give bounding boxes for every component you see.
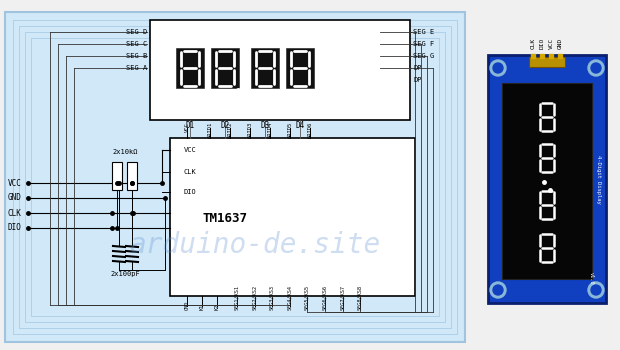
Text: K1: K1 (200, 304, 205, 310)
Text: VCC: VCC (549, 38, 554, 49)
Text: SEG A: SEG A (126, 65, 147, 71)
Text: GRID1: GRID1 (208, 122, 213, 138)
Text: 2x100pF: 2x100pF (110, 271, 140, 277)
Text: GND: GND (185, 301, 190, 310)
Bar (19, 26, 451, 328)
Text: 2x10kΩ: 2x10kΩ (112, 149, 138, 155)
Text: 4-Digit Display: 4-Digit Display (596, 155, 601, 203)
Circle shape (490, 282, 506, 298)
Text: SEG4/KS4: SEG4/KS4 (288, 285, 293, 310)
Bar (488, 55, 606, 303)
Bar (112, 162, 122, 190)
Text: DIO: DIO (184, 189, 197, 195)
Bar (150, 20, 410, 120)
Bar (13, 20, 457, 334)
Bar (5, 12, 465, 342)
Text: D4: D4 (295, 121, 304, 131)
Text: SEG D: SEG D (126, 29, 147, 35)
Text: SEG F: SEG F (413, 41, 434, 47)
Bar (176, 48, 204, 88)
Text: SEG C: SEG C (126, 41, 147, 47)
Text: D1: D1 (185, 121, 195, 131)
Text: GND: GND (557, 38, 562, 49)
Bar (502, 83, 592, 279)
Text: arduino-de.site: arduino-de.site (130, 231, 381, 259)
Text: DIO: DIO (539, 38, 544, 49)
Text: D3: D3 (260, 121, 270, 131)
Text: CLK: CLK (531, 38, 536, 49)
Text: DP: DP (413, 65, 422, 71)
Text: D2: D2 (220, 121, 229, 131)
Text: SEG5/KS5: SEG5/KS5 (304, 285, 309, 310)
Text: VCC: VCC (8, 178, 22, 188)
Text: SEG6/KS6: SEG6/KS6 (322, 285, 327, 310)
Text: SEG7/KS7: SEG7/KS7 (340, 285, 345, 310)
Text: SEG G: SEG G (413, 53, 434, 59)
Text: VCC: VCC (184, 147, 197, 153)
Text: GRID3: GRID3 (247, 122, 252, 138)
Bar (286, 48, 314, 88)
Circle shape (591, 63, 601, 73)
Text: CLK: CLK (184, 169, 197, 175)
Circle shape (493, 63, 503, 73)
Bar (25, 32, 445, 322)
Text: GND: GND (8, 194, 22, 203)
Text: DIO: DIO (8, 224, 22, 232)
Bar (529, 57, 565, 67)
Text: K2: K2 (215, 304, 219, 310)
Text: SEG2/KS2: SEG2/KS2 (252, 285, 257, 310)
Text: GRID5: GRID5 (288, 122, 293, 138)
Bar (31, 38, 439, 316)
Text: GRID6: GRID6 (308, 122, 312, 138)
Text: CLK: CLK (8, 209, 22, 217)
Bar (127, 162, 137, 190)
Text: SEG E: SEG E (413, 29, 434, 35)
Circle shape (591, 285, 601, 295)
Text: v1.0: v1.0 (588, 272, 593, 284)
Text: GRID2: GRID2 (228, 122, 232, 138)
Circle shape (588, 60, 604, 76)
Circle shape (493, 285, 503, 295)
Bar (251, 48, 279, 88)
Text: SEG1/KS1: SEG1/KS1 (234, 285, 239, 310)
Text: VCC: VCC (185, 122, 190, 132)
Text: GRID4: GRID4 (267, 122, 273, 138)
Text: SEG8/KS8: SEG8/KS8 (358, 285, 363, 310)
Circle shape (588, 282, 604, 298)
Text: SEG B: SEG B (126, 53, 147, 59)
Text: SEG3/KS3: SEG3/KS3 (270, 285, 275, 310)
Bar (211, 48, 239, 88)
Text: DP: DP (413, 77, 422, 83)
Bar (170, 138, 415, 296)
Circle shape (490, 60, 506, 76)
Text: TM1637: TM1637 (203, 211, 247, 224)
